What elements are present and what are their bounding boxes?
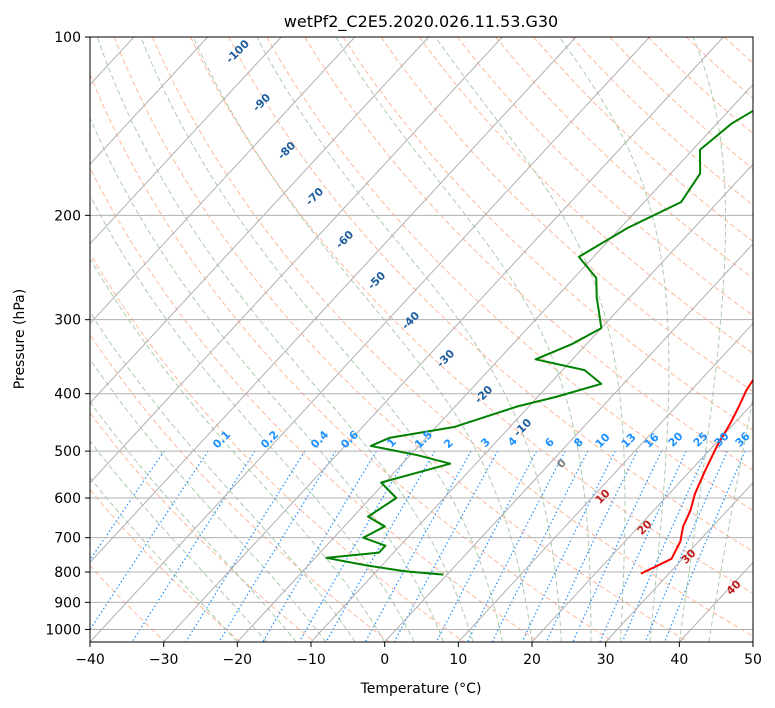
y-tick-label: 400 [54,387,81,403]
moist-adiabat-line [335,37,592,642]
dry-adiabats [90,37,753,642]
mixing-ratio-line [521,450,616,642]
y-tick-label: 300 [54,313,81,329]
isotherm-line [90,37,356,325]
moist-adiabats [90,37,753,642]
y-tick-label: 800 [54,565,81,581]
moist-adiabat-line [90,257,386,642]
moist-adiabat-line [708,394,753,642]
moist-adiabat-line [90,440,268,642]
isotherm-line [90,37,577,564]
y-tick-label: 700 [54,531,81,547]
x-axis-label: Temperature (°C) [360,681,482,697]
x-tick-label: −30 [149,652,179,668]
isotherm-line [384,243,753,642]
moist-adiabat-line [96,37,474,642]
y-tick-label: 900 [54,595,81,611]
mixing-ratio-line [218,450,337,642]
y-tick-label: 1000 [45,622,81,638]
isotherm-line [310,163,753,642]
mixing-ratio-line [90,450,209,631]
dewpoint-profile-line [325,109,753,576]
x-tick-label: −10 [296,652,326,668]
isotherm-line [90,37,282,245]
isotherm-line [457,322,753,642]
y-tick-label: 600 [54,491,81,507]
moist-adiabat-line [90,116,445,642]
isotherm-line [90,37,503,484]
chart-title: wetPf2_C2E5.2020.026.11.53.G30 [284,12,558,32]
mixing-ratio-line [466,450,566,642]
dry-adiabat-line [189,37,753,595]
dry-adiabat-line [113,37,689,642]
mixing-ratio-line [90,450,165,561]
moist-adiabat-line [256,37,562,642]
moist-adiabat-line [435,37,626,642]
isotherm-line [531,402,753,642]
dry-adiabat-line [228,37,753,553]
isotherm-line [163,37,724,642]
moist-adiabat-line [678,37,727,642]
moist-adiabat-line [192,37,533,642]
sounding-series [325,109,753,576]
x-tick-label: 20 [523,652,541,668]
moist-adiabat-line [90,476,238,642]
x-tick-label: 0 [380,652,389,668]
x-tick-label: 30 [597,652,615,668]
dry-adiabat-line [90,252,465,642]
y-axis-label: Pressure (hPa) [12,289,28,389]
x-tick-label: 50 [744,652,762,668]
mixing-ratio-line [325,450,436,642]
moist-adiabat-line [140,37,504,642]
mixing-ratio-line [435,450,538,642]
y-axis: 100 200 300 400 500 600 700 800 900 1000 [45,30,90,638]
isobars [90,37,753,630]
y-tick-label: 200 [54,208,81,224]
x-axis: −40 −30 −20 −10 0 10 20 30 40 50 [75,642,762,668]
mixing-ratio-line [599,450,687,642]
mixing-ratio-line [491,450,589,642]
mixing-ratio-line [545,450,638,642]
moist-adiabat-line [559,37,670,642]
moist-adiabat-line [90,311,356,642]
x-tick-label: 10 [449,652,467,668]
x-tick-label: 40 [670,652,688,668]
mixing-ratio-line [393,450,499,642]
plot-frame [89,36,754,643]
mixing-ratio-line [364,450,472,642]
dry-adiabat-line [90,72,614,642]
dry-adiabat-line [266,37,753,512]
isotherm-line [90,37,208,165]
mixing-ratio-line [572,450,663,642]
y-tick-label: 100 [54,30,81,46]
isotherm-line [236,83,753,642]
mixing-ratio-line [185,450,306,642]
x-tick-label: −40 [75,652,105,668]
mixing-ratio-lines [90,450,746,642]
dry-adiabat-line [90,166,540,642]
temperature-profile-line [640,378,753,575]
dry-adiabat-line [90,333,390,642]
isotherm-line [90,37,650,642]
x-tick-label: −20 [223,652,253,668]
isotherms [90,37,753,642]
isotherm-line [90,37,429,404]
isotherm-line [605,481,753,642]
y-tick-label: 500 [54,444,81,460]
